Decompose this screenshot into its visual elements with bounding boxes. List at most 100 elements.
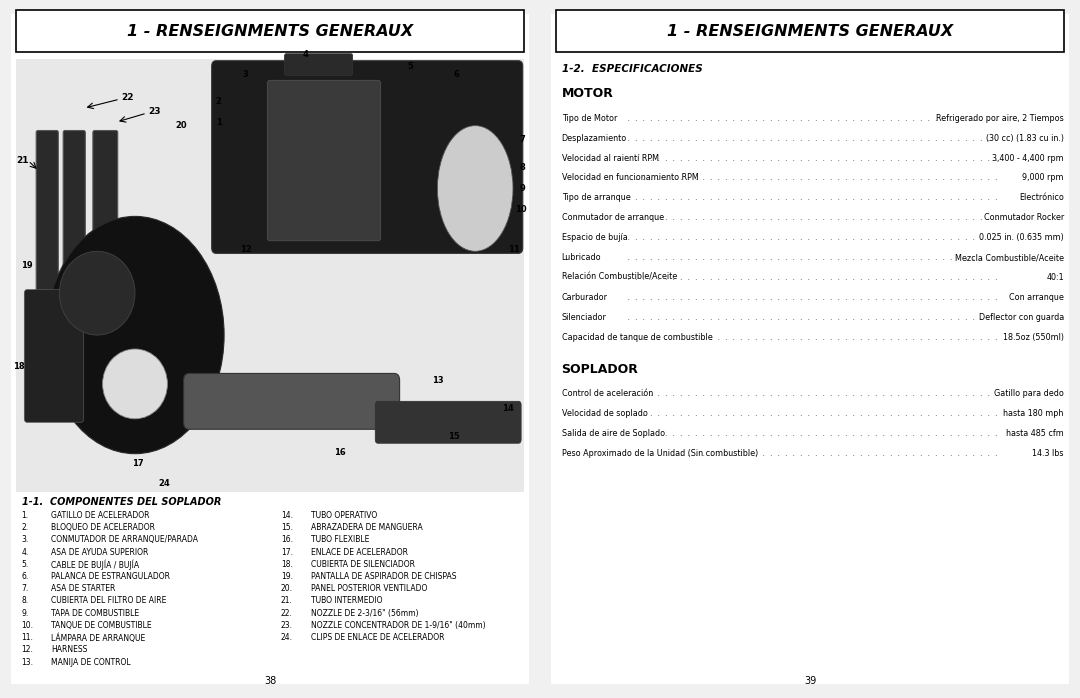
Text: Conmutador de arranque: Conmutador de arranque [562,214,664,222]
Text: TANQUE DE COMBUSTIBLE: TANQUE DE COMBUSTIBLE [52,621,152,630]
Text: 14.: 14. [281,511,293,520]
Text: 1 - RENSEIGNMENTS GENERAUX: 1 - RENSEIGNMENTS GENERAUX [666,24,954,39]
FancyBboxPatch shape [556,10,1064,52]
Text: Silenciador: Silenciador [562,313,607,322]
Text: Velocidad en funcionamiento RPM: Velocidad en funcionamiento RPM [562,174,699,182]
Text: 3: 3 [243,70,248,79]
Text: CABLE DE BUJÍA / BUJÍA: CABLE DE BUJÍA / BUJÍA [52,560,139,570]
Text: 5.: 5. [22,560,29,569]
Text: 6.: 6. [22,572,29,581]
Text: 24.: 24. [281,633,293,642]
Text: .  .  .  .  .  .  .  .  .  .  .  .  .  .  .  .  .  .  .  .  .  .  .  .  .  .  . : . . . . . . . . . . . . . . . . . . . . … [625,134,1000,142]
Text: .  .  .  .  .  .  .  .  .  .  .  .  .  .  .  .  .  .  .  .  .  .  .  .  .  .  . : . . . . . . . . . . . . . . . . . . . . … [625,273,1000,282]
FancyBboxPatch shape [212,61,523,253]
Text: 23.: 23. [281,621,293,630]
Text: Tipo de arranque: Tipo de arranque [562,193,631,202]
Text: TUBO FLEXIBLE: TUBO FLEXIBLE [311,535,369,544]
Text: .  .  .  .  .  .  .  .  .  .  .  .  .  .  .  .  .  .  .  .  .  .  .  .  .  .  . : . . . . . . . . . . . . . . . . . . . . … [625,233,1000,242]
Text: .  .  .  .  .  .  .  .  .  .  .  .  .  .  .  .  .  .  .  .  .  .  .  .  .  .  . : . . . . . . . . . . . . . . . . . . . . … [625,333,1000,341]
FancyBboxPatch shape [93,131,118,309]
FancyBboxPatch shape [16,10,524,52]
Bar [16,59,524,492]
Text: .  .  .  .  .  .  .  .  .  .  .  .  .  .  .  .  .  .  .  .  .  .  .  .  .  .  . : . . . . . . . . . . . . . . . . . . . . … [625,313,1000,322]
FancyBboxPatch shape [37,131,58,309]
Text: 14: 14 [502,404,513,413]
Text: BLOQUEO DE ACELERADOR: BLOQUEO DE ACELERADOR [52,524,156,532]
Text: 2: 2 [216,97,221,105]
Text: 1-2.  ESPECIFICACIONES: 1-2. ESPECIFICACIONES [562,64,702,74]
Text: GATILLO DE ACELERADOR: GATILLO DE ACELERADOR [52,511,150,520]
Text: 0.025 in. (0.635 mm): 0.025 in. (0.635 mm) [980,233,1064,242]
Text: .  .  .  .  .  .  .  .  .  .  .  .  .  .  .  .  .  .  .  .  .  .  .  .  .  .  . : . . . . . . . . . . . . . . . . . . . . … [625,450,1000,458]
Text: 22: 22 [121,94,134,102]
Text: 1-1.  COMPONENTES DEL SOPLADOR: 1-1. COMPONENTES DEL SOPLADOR [22,497,221,507]
Text: Desplazamiento: Desplazamiento [562,134,626,142]
FancyBboxPatch shape [285,54,352,75]
Text: Espacio de bujía: Espacio de bujía [562,233,627,242]
Text: MANIJA DE CONTROL: MANIJA DE CONTROL [52,658,131,667]
Text: 3,400 - 4,400 rpm: 3,400 - 4,400 rpm [993,154,1064,163]
Text: 10: 10 [515,205,526,214]
Text: Con arranque: Con arranque [1009,293,1064,302]
Text: 1 - RENSEIGNMENTS GENERAUX: 1 - RENSEIGNMENTS GENERAUX [126,24,414,39]
Text: ENLACE DE ACELERADOR: ENLACE DE ACELERADOR [311,547,407,556]
Text: 1: 1 [216,118,221,126]
Text: 7.: 7. [22,584,29,593]
Text: NOZZLE DE 2-3/16" (56mm): NOZZLE DE 2-3/16" (56mm) [311,609,418,618]
Text: CUBIERTA DE SILENCIADOR: CUBIERTA DE SILENCIADOR [311,560,415,569]
FancyBboxPatch shape [63,131,85,309]
FancyBboxPatch shape [184,373,400,429]
Text: SOPLADOR: SOPLADOR [562,363,638,376]
Text: 12: 12 [240,246,252,254]
Text: 4.: 4. [22,547,29,556]
Text: 17: 17 [132,459,144,468]
Text: TUBO OPERATIVO: TUBO OPERATIVO [311,511,377,520]
Text: 11.: 11. [22,633,33,642]
Text: Velocidad de soplado: Velocidad de soplado [562,410,648,418]
Text: .  .  .  .  .  .  .  .  .  .  .  .  .  .  .  .  .  .  .  .  .  .  .  .  .  .  . : . . . . . . . . . . . . . . . . . . . . … [625,253,1000,262]
Text: 19: 19 [22,261,32,269]
Text: Tipo de Motor: Tipo de Motor [562,114,617,123]
Text: 8: 8 [519,163,526,172]
Text: 14.3 lbs: 14.3 lbs [1032,450,1064,458]
Text: 2.: 2. [22,524,29,532]
Text: 39: 39 [804,676,816,685]
Text: PALANCA DE ESTRANGULADOR: PALANCA DE ESTRANGULADOR [52,572,171,581]
Text: TUBO INTERMEDIO: TUBO INTERMEDIO [311,596,382,605]
Text: 15.: 15. [281,524,293,532]
Text: CONMUTADOR DE ARRANQUE/PARADA: CONMUTADOR DE ARRANQUE/PARADA [52,535,199,544]
Text: .  .  .  .  .  .  .  .  .  .  .  .  .  .  .  .  .  .  .  .  .  .  .  .  .  .  . : . . . . . . . . . . . . . . . . . . . . … [625,193,1000,202]
Text: 9.: 9. [22,609,29,618]
Text: Mezcla Combustible/Aceite: Mezcla Combustible/Aceite [955,253,1064,262]
Text: .  .  .  .  .  .  .  .  .  .  .  .  .  .  .  .  .  .  .  .  .  .  .  .  .  .  . : . . . . . . . . . . . . . . . . . . . . … [625,214,1000,222]
Text: 20: 20 [175,121,187,130]
Ellipse shape [437,126,513,251]
Text: Conmutador Rocker: Conmutador Rocker [984,214,1064,222]
Text: .  .  .  .  .  .  .  .  .  .  .  .  .  .  .  .  .  .  .  .  .  .  .  .  .  .  . : . . . . . . . . . . . . . . . . . . . . … [625,389,1000,399]
Text: Lubricado: Lubricado [562,253,602,262]
Text: 38: 38 [264,676,276,685]
Text: LÁMPARA DE ARRANQUE: LÁMPARA DE ARRANQUE [52,633,146,643]
Text: 15: 15 [448,432,459,440]
Text: Velocidad al raientí RPM: Velocidad al raientí RPM [562,154,659,163]
FancyBboxPatch shape [376,401,522,443]
Text: 23: 23 [149,107,161,116]
Text: Peso Aproximado de la Unidad (Sin combustible): Peso Aproximado de la Unidad (Sin combus… [562,450,758,458]
Text: 6: 6 [454,70,459,79]
Text: .  .  .  .  .  .  .  .  .  .  .  .  .  .  .  .  .  .  .  .  .  .  .  .  .  .  . : . . . . . . . . . . . . . . . . . . . . … [625,429,1000,438]
Text: 18.5oz (550ml): 18.5oz (550ml) [1003,333,1064,341]
Text: CLIPS DE ENLACE DE ACELERADOR: CLIPS DE ENLACE DE ACELERADOR [311,633,444,642]
Text: 16: 16 [335,448,346,456]
Text: Relación Combustible/Aceite: Relación Combustible/Aceite [562,273,677,282]
Text: 24: 24 [159,479,171,487]
Text: Gatillo para dedo: Gatillo para dedo [994,389,1064,399]
Text: HARNESS: HARNESS [52,645,87,654]
Text: 22.: 22. [281,609,293,618]
Text: .  .  .  .  .  .  .  .  .  .  .  .  .  .  .  .  .  .  .  .  .  .  .  .  .  .  . : . . . . . . . . . . . . . . . . . . . . … [625,114,1000,123]
Text: 11: 11 [509,246,519,254]
Text: 9: 9 [519,184,526,193]
Text: 4: 4 [302,50,308,59]
Text: 21.: 21. [281,596,293,605]
Text: ABRAZADERA DE MANGUERA: ABRAZADERA DE MANGUERA [311,524,422,532]
Text: TAPA DE COMBUSTIBLE: TAPA DE COMBUSTIBLE [52,609,139,618]
